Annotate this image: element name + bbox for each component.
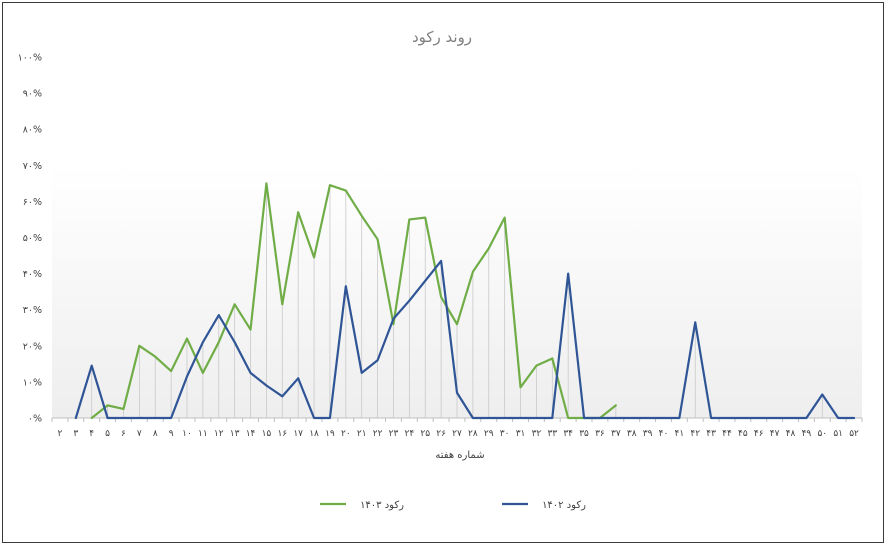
y-tick-label: ۵۰%	[23, 233, 42, 244]
legend-label-1: رکود ۱۴۰۲	[542, 500, 586, 511]
y-tick-label: ۴۰%	[23, 269, 42, 280]
x-tick-label: ۲۸	[468, 429, 478, 439]
series-line-0	[90, 182, 617, 420]
x-tick-label: ۱۳	[230, 429, 240, 439]
x-tick-label: ۱۲	[214, 429, 224, 439]
x-tick-label: ۴۹	[802, 429, 812, 439]
x-tick-label: ۲	[58, 429, 63, 439]
x-tick-label: ۱۴	[246, 429, 256, 439]
x-tick-label: ۳۰	[500, 429, 510, 439]
legend-label-0: رکود ۱۴۰۳	[360, 500, 404, 511]
x-tick-label: ۴	[89, 429, 94, 439]
x-tick-label: ۱۰	[182, 429, 192, 439]
x-tick-label: ۳۵	[579, 429, 589, 439]
x-tick-label: ۳۱	[516, 429, 526, 439]
x-tick-label: ۱۱	[198, 429, 208, 439]
y-tick-label: ۱۰۰%	[18, 53, 42, 64]
x-tick-label: ۱۸	[309, 429, 319, 439]
x-tick-label: ۲۳	[389, 429, 399, 439]
x-tick-label: ۳	[73, 429, 78, 439]
x-tick-label: ۴۳	[706, 429, 716, 439]
chart-title: روند رکود	[412, 28, 472, 46]
x-tick-label: ۴۰	[659, 429, 669, 439]
x-tick-label: ۱۵	[262, 429, 272, 439]
x-tick-label: ۱۷	[293, 429, 303, 439]
x-tick-label: ۳۷	[611, 429, 621, 439]
x-tick-label: ۴۶	[754, 429, 764, 439]
x-tick-label: ۴۲	[690, 429, 700, 439]
x-tick-label: ۶	[121, 429, 126, 439]
y-tick-label: ۷۰%	[23, 161, 42, 172]
x-tick-label: ۳۲	[532, 429, 542, 439]
y-tick-label: ۹۰%	[23, 89, 42, 100]
x-tick-label: ۳۶	[595, 429, 605, 439]
x-tick-label: ۲۱	[357, 429, 367, 439]
x-tick-label: ۷	[137, 429, 142, 439]
x-tick-label: ۴۷	[770, 429, 780, 439]
y-tick-label: ۱۰%	[23, 377, 42, 388]
x-tick-label: ۲۴	[405, 429, 415, 439]
x-tick-label: ۵۲	[849, 429, 859, 439]
x-tick-label: ۲۵	[420, 429, 430, 439]
x-axis-label: شماره هفته	[435, 450, 484, 461]
x-tick-label: ۴۸	[786, 429, 796, 439]
x-tick-label: ۴۵	[738, 429, 748, 439]
x-tick-label: ۳۹	[643, 429, 653, 439]
x-tick-label: ۲۷	[452, 429, 462, 439]
x-tick-label: ۵۰	[817, 429, 827, 439]
series-line-1	[74, 259, 856, 420]
x-tick-label: ۲۹	[484, 429, 494, 439]
x-tick-label: ۵	[105, 429, 110, 439]
y-tick-label: ۳۰%	[23, 305, 42, 316]
y-tick-label: ۶۰%	[23, 197, 42, 208]
x-tick-label: ۳۴	[563, 429, 573, 439]
x-tick-label: ۴۱	[675, 429, 685, 439]
x-tick-label: ۱۹	[325, 429, 335, 439]
y-tick-label: ۸۰%	[23, 125, 42, 136]
y-tick-label: ۰%	[28, 414, 42, 425]
x-tick-label: ۹	[169, 429, 174, 439]
x-tick-label: ۳۸	[627, 429, 637, 439]
x-tick-label: ۲۲	[373, 429, 383, 439]
x-tick-label: ۲۶	[436, 429, 446, 439]
x-tick-label: ۱۶	[277, 429, 287, 439]
x-tick-label: ۳۳	[547, 429, 557, 439]
x-tick-label: ۸	[153, 429, 158, 439]
plot-area: ۰%۱۰%۲۰%۳۰%۴۰%۵۰%۶۰%۷۰%۸۰%۹۰%۱۰۰%۲ ۳ ۴ ۵ ۶ ۷ ۸…	[18, 53, 863, 439]
legend: رکود ۱۴۰۳ رکود ۱۴۰۲	[320, 500, 586, 511]
x-tick-label: ۵۱	[833, 429, 843, 439]
x-tick-label: ۲۰	[341, 429, 351, 439]
x-tick-label: ۴۴	[722, 429, 732, 439]
y-tick-label: ۲۰%	[23, 341, 42, 352]
